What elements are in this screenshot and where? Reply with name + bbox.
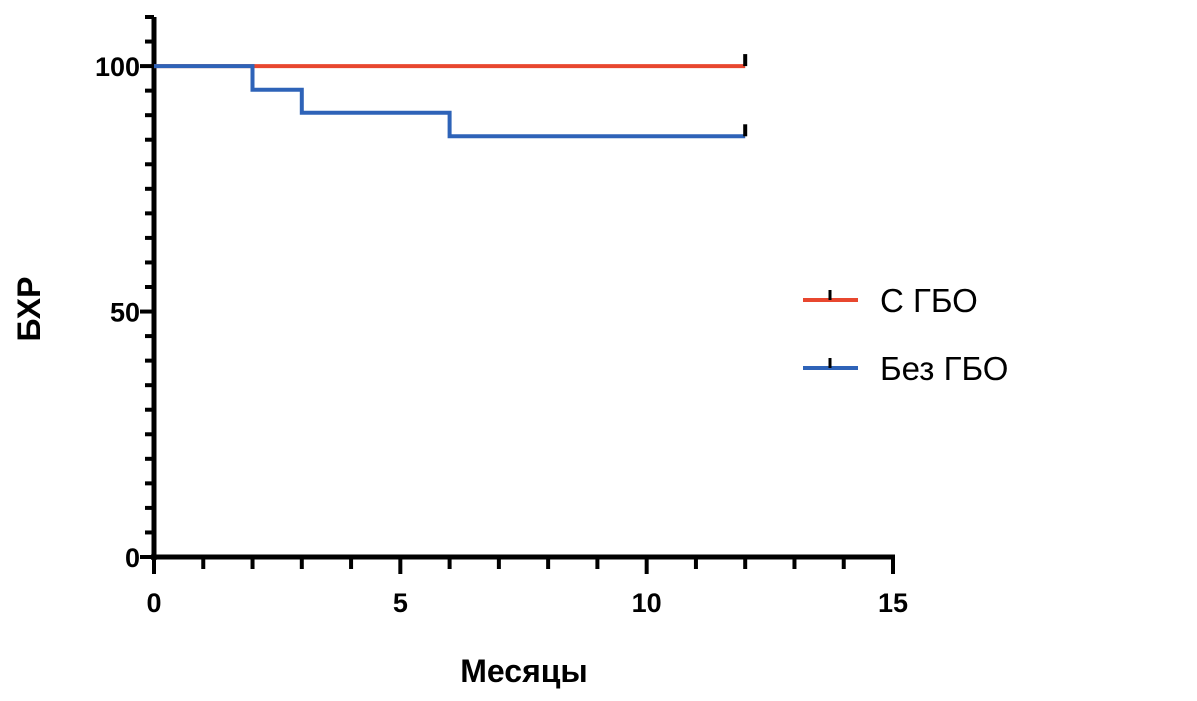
x-axis-title: Месяцы <box>460 653 588 689</box>
x-tick-label: 5 <box>393 588 408 618</box>
legend: С ГБО Без ГБО <box>803 282 1008 387</box>
y-tick-label: 100 <box>95 52 140 82</box>
axes: 0 50 100 0 5 10 15 <box>95 15 908 618</box>
y-tick-label: 50 <box>110 298 140 328</box>
legend-label-2: Без ГБО <box>880 350 1008 387</box>
legend-label-1: С ГБО <box>880 282 978 319</box>
y-tick-label: 0 <box>125 543 140 573</box>
x-tick-label: 0 <box>146 588 161 618</box>
series-line-2 <box>154 64 746 139</box>
series-layer <box>154 54 748 139</box>
y-axis-title: БХР <box>11 277 47 342</box>
x-tick-label: 10 <box>632 588 662 618</box>
x-tick-label: 15 <box>878 588 908 618</box>
